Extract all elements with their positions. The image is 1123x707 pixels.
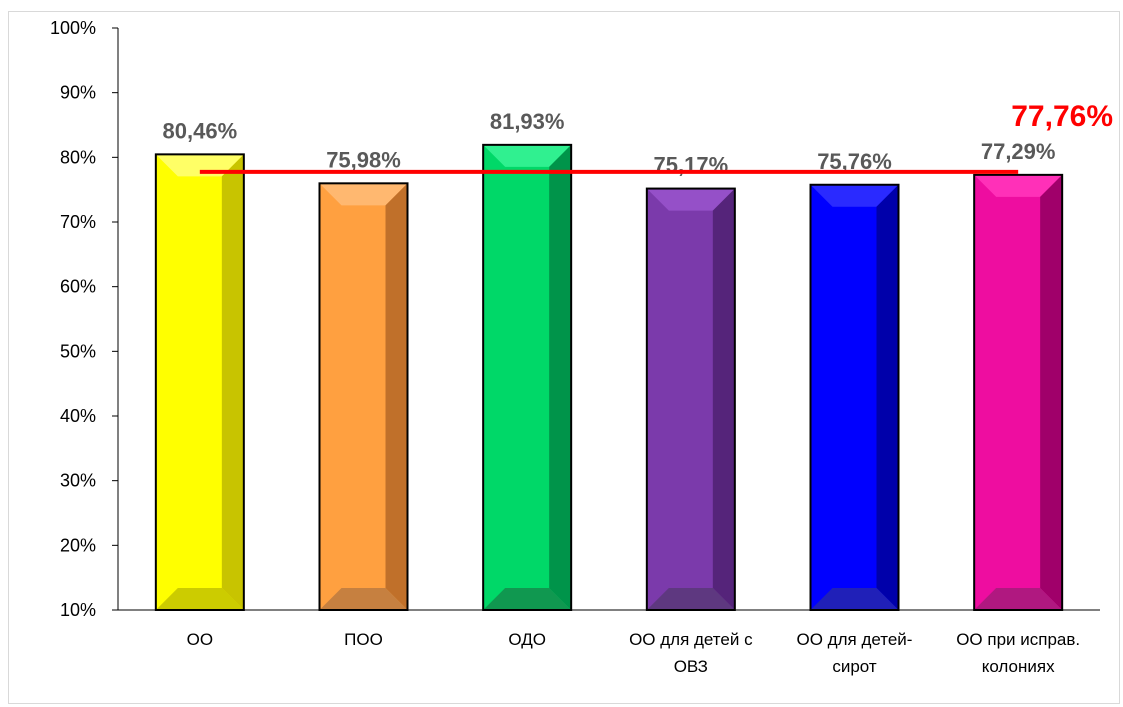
y-tick-label: 100% bbox=[50, 18, 96, 38]
category-label: ОО для детей-сирот bbox=[797, 630, 913, 676]
data-label: 77,29% bbox=[981, 139, 1056, 164]
bar-top-bevel bbox=[319, 183, 408, 206]
bar-bottom-bevel bbox=[155, 588, 244, 610]
bar-side-bevel bbox=[876, 184, 899, 610]
category-label: ОДО bbox=[508, 630, 546, 649]
bar-bottom-bevel bbox=[974, 588, 1063, 610]
y-tick-label: 10% bbox=[60, 600, 96, 620]
bar bbox=[154, 153, 245, 611]
data-label: 75,98% bbox=[326, 147, 401, 172]
y-tick-label: 40% bbox=[60, 406, 96, 426]
category-label: ПОО bbox=[344, 630, 383, 649]
bar-outline bbox=[154, 153, 245, 611]
category-label: ОО bbox=[187, 630, 213, 649]
y-tick-label: 90% bbox=[60, 83, 96, 103]
y-tick-label: 80% bbox=[60, 147, 96, 167]
bar-outline bbox=[318, 182, 409, 611]
bar bbox=[482, 143, 573, 611]
bar bbox=[318, 182, 409, 611]
y-tick-label: 70% bbox=[60, 212, 96, 232]
bar-outline bbox=[482, 143, 573, 611]
average-label: 77,76% bbox=[1011, 100, 1113, 133]
bar bbox=[809, 183, 900, 611]
bar-top-bevel bbox=[974, 174, 1063, 197]
bar-bottom-bevel bbox=[319, 588, 408, 610]
y-tick-label: 60% bbox=[60, 277, 96, 297]
bar-top-bevel bbox=[483, 144, 572, 167]
bar bbox=[645, 187, 736, 612]
bar-side-bevel bbox=[1040, 174, 1063, 610]
y-tick-label: 50% bbox=[60, 341, 96, 361]
bar bbox=[973, 173, 1064, 611]
data-label: 75,76% bbox=[817, 149, 892, 174]
bar-side-bevel bbox=[712, 188, 735, 611]
bar-top-bevel bbox=[810, 184, 899, 207]
bar-bottom-bevel bbox=[483, 588, 572, 610]
data-label: 81,93% bbox=[490, 109, 565, 134]
bar-bottom-bevel bbox=[810, 588, 899, 610]
category-label: ОО для детей с ОВЗ bbox=[629, 630, 753, 676]
y-tick-label: 30% bbox=[60, 471, 96, 491]
bar-side-bevel bbox=[385, 183, 408, 610]
bar-side-bevel bbox=[221, 154, 244, 610]
bar-bottom-bevel bbox=[646, 588, 735, 610]
bar-outline bbox=[973, 173, 1064, 611]
data-label: 80,46% bbox=[163, 118, 238, 143]
y-tick-label: 20% bbox=[60, 535, 96, 555]
bar-top-bevel bbox=[646, 188, 735, 211]
bar-side-bevel bbox=[549, 144, 572, 610]
bar-outline bbox=[645, 187, 736, 612]
bar-outline bbox=[809, 183, 900, 611]
category-label: ОО при исправ. колониях bbox=[956, 630, 1080, 676]
